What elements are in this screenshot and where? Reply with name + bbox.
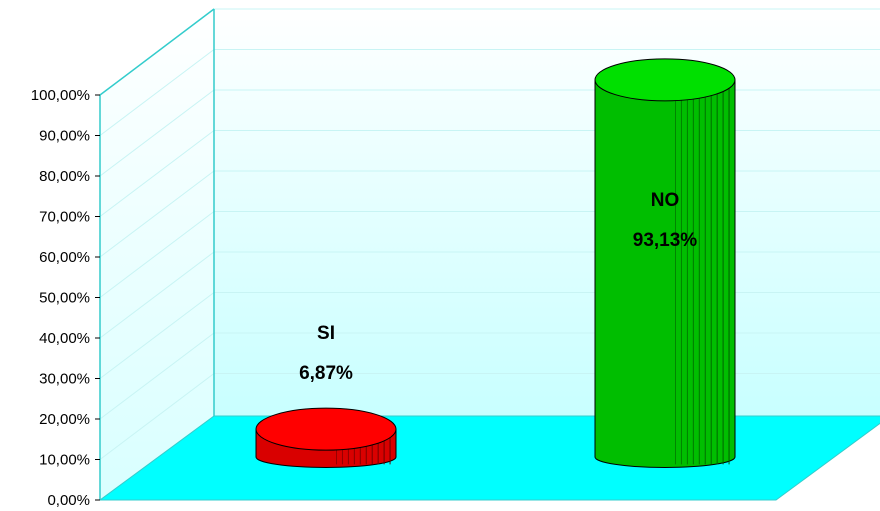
data-labels: SI 6,87% NO 93,13% [299,190,697,384]
bar-top [594,58,736,102]
y-tick-label: 40,00% [39,330,90,347]
gridline-side [99,130,215,217]
bar-body [594,79,736,468]
data-label-category: NO [651,190,680,211]
gridline-side [99,251,215,339]
y-tick-label: 50,00% [39,290,90,307]
y-tick-label: 30,00% [39,371,90,388]
chart-walls [100,8,880,500]
data-label-value: 6,87% [299,363,353,384]
y-tick-label: 100,00% [31,87,90,104]
back-wall [213,8,880,417]
y-tick-label: 90,00% [39,128,90,145]
y-tick-label: 0,00% [47,492,90,509]
data-label-category: SI [317,323,335,344]
gridline-side [99,332,215,420]
data-label-value: 93,13% [633,230,698,251]
gridline-side [99,292,215,379]
y-tick-label: 70,00% [39,209,90,226]
bar-no [594,58,736,468]
y-tick-label: 60,00% [39,249,90,266]
gridline-side [99,49,215,136]
chart-bars [255,58,736,468]
gridline-side [99,170,215,258]
bar-top [255,407,397,451]
floor [98,415,880,501]
side-wall-top-edge [99,8,215,96]
gridline-side [99,89,215,177]
y-tick-label: 80,00% [39,168,90,185]
y-tick-label: 20,00% [39,411,90,428]
bar-si [255,407,397,468]
y-axis: 0,00% 10,00% 20,00% 30,00% 40,00% 50,00% 60,00… [31,8,215,509]
chart-floor [98,415,880,501]
y-tick-label: 10,00% [39,452,90,469]
gridline-side [99,211,215,298]
gridline-side [99,373,215,460]
